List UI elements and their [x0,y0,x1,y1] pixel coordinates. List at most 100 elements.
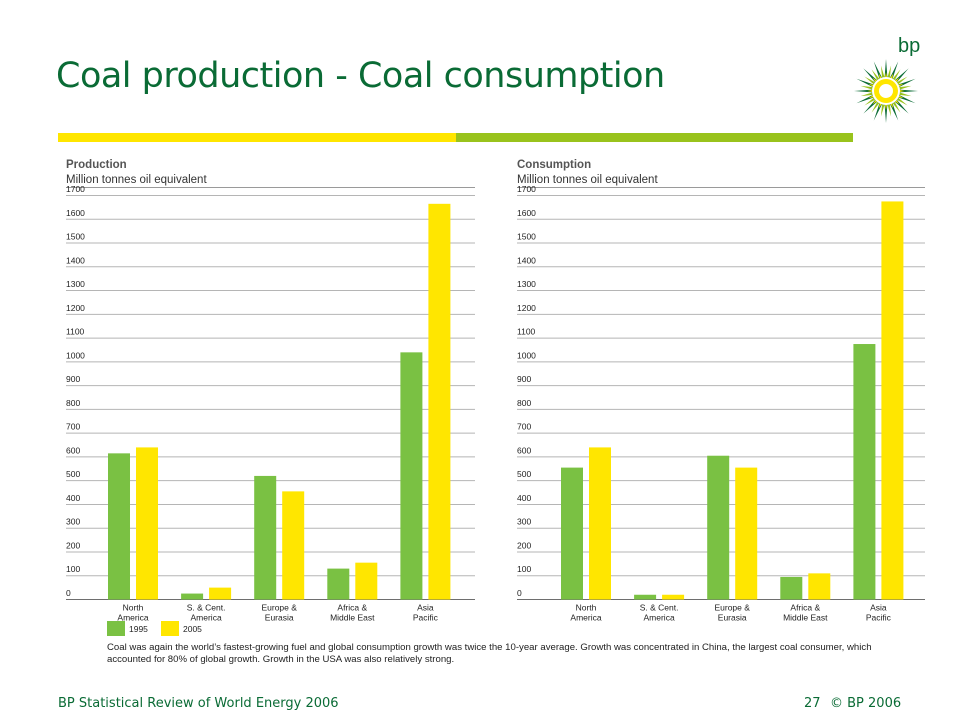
x-tick-label: North [576,602,597,612]
logo-ray [873,99,884,121]
x-tick-label: North [123,602,144,612]
bar-1995 [327,568,350,600]
bar-1995 [254,475,277,600]
x-tick-label: Pacific [866,612,892,622]
bar-2005 [589,447,611,600]
bar-1995 [400,352,423,600]
y-tick-label: 1100 [517,327,536,337]
y-tick-label: 100 [517,564,531,574]
logo-ray [856,78,878,89]
logo-ray [888,99,899,121]
y-tick-label: 1000 [517,350,536,360]
logo-ray [884,100,888,123]
y-tick-label: 800 [517,398,531,408]
y-tick-label: 1200 [66,303,85,313]
title-rule-yellow [58,133,456,142]
production-chart: Production Million tonnes oil equivalent 0… [66,159,475,636]
y-tick-label: 600 [517,445,531,455]
y-tick-label: 1400 [66,255,85,265]
y-tick-label: 1300 [66,279,85,289]
y-tick-label: 1400 [517,255,536,265]
x-tick-label: America [191,612,222,622]
bar-2005 [662,594,685,600]
bar-1995 [181,593,204,600]
y-tick-label: 800 [66,398,80,408]
bar-1995 [108,453,130,600]
y-tick-label: 300 [66,517,80,527]
bar-2005 [808,573,831,600]
x-tick-label: Eurasia [265,612,294,622]
logo-ray [888,61,899,83]
y-axis-label: Million tonnes oil equivalent [66,174,207,186]
y-tick-label: 1300 [517,279,536,289]
chart-title: Production [66,159,127,171]
consumption-chart: Consumption Million tonnes oil equivalent… [517,159,925,622]
x-tick-label: Middle East [330,612,375,622]
bar-2005 [881,201,904,600]
footer-source: BP Statistical Review of World Energy 20… [58,696,339,711]
chart-title: Consumption [517,159,591,171]
logo-ray [894,78,916,89]
y-tick-label: 500 [66,469,80,479]
y-tick-label: 1500 [517,232,536,242]
y-tick-label: 1100 [66,327,85,337]
bar-1995 [707,455,730,600]
x-tick-label: S. & Cent. [640,602,679,612]
footer-copyright: © BP 2006 [830,696,902,711]
legend-label-1995: 1995 [129,624,148,634]
y-tick-label: 1200 [517,303,536,313]
bar-2005 [136,447,158,600]
bar-1995 [853,344,876,600]
bar-2005 [282,491,305,600]
bar-1995 [634,594,657,600]
legend-swatch-1995 [107,621,125,636]
y-tick-label: 500 [517,469,531,479]
x-tick-label: S. & Cent. [187,602,226,612]
x-tick-label: Asia [870,602,887,612]
logo-wordmark: bp [898,35,920,57]
legend-swatch-2005 [161,621,179,636]
bar-2005 [428,203,451,600]
y-tick-label: 900 [66,374,80,384]
logo-ray [854,89,877,93]
y-tick-label: 900 [517,374,531,384]
y-tick-label: 100 [66,564,80,574]
y-tick-label: 1500 [66,232,85,242]
chart-caption: Coal was again the world’s fastest-growi… [107,642,872,665]
page-number: 27 [804,696,821,711]
x-tick-label: Africa & [790,602,820,612]
y-tick-label: 1700 [66,184,85,194]
x-tick-label: Asia [417,602,434,612]
y-tick-label: 1700 [517,184,536,194]
bp-helios-logo: bp [854,35,920,123]
logo-ray [856,93,878,104]
x-tick-label: America [644,612,675,622]
bar-2005 [209,587,232,600]
title-rule-green [456,133,853,142]
x-tick-label: Africa & [337,602,367,612]
x-tick-label: Pacific [413,612,439,622]
y-tick-label: 1600 [66,208,85,218]
x-tick-label: Europe & [714,602,750,612]
x-tick-label: America [117,612,148,622]
y-tick-label: 200 [517,540,531,550]
y-tick-label: 1000 [66,350,85,360]
page-title: Coal production - Coal consumption [56,56,665,96]
y-tick-label: 600 [66,445,80,455]
chart-legend: 1995 2005 [107,621,202,636]
y-tick-label: 1600 [517,208,536,218]
logo-ray [873,61,884,83]
logo-ray [895,89,918,93]
y-axis-label: Million tonnes oil equivalent [517,174,658,186]
y-tick-label: 300 [517,517,531,527]
x-tick-label: Eurasia [718,612,747,622]
x-tick-label: Middle East [783,612,828,622]
legend-label-2005: 2005 [183,624,202,634]
bar-2005 [735,467,758,600]
bar-1995 [561,467,583,600]
y-tick-label: 400 [66,493,80,503]
x-tick-label: America [570,612,601,622]
y-tick-label: 0 [517,588,522,598]
logo-ray [894,93,916,104]
